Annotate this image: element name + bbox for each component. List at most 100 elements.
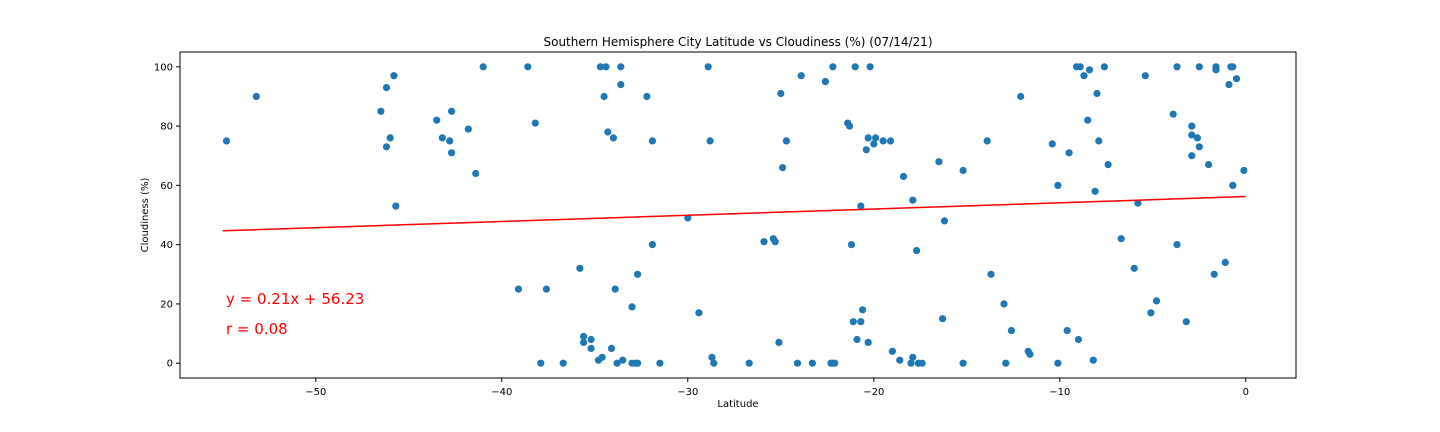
data-point — [609, 134, 618, 142]
data-point — [888, 347, 897, 355]
plot-frame — [179, 51, 1297, 379]
data-point — [524, 63, 532, 71]
data-point — [695, 309, 703, 317]
data-point — [706, 137, 714, 145]
data-point — [1134, 199, 1142, 207]
data-point — [760, 238, 768, 246]
data-point — [1076, 63, 1084, 71]
data-point — [472, 169, 480, 178]
data-point — [777, 89, 785, 98]
data-point — [899, 172, 908, 181]
data-point — [831, 359, 839, 367]
data-point — [775, 338, 783, 346]
data-point — [866, 63, 874, 71]
data-point — [879, 137, 887, 145]
x-axis-ticks: −50 −40 −30 −20 −10 0 — [305, 378, 1249, 398]
data-point — [377, 107, 385, 115]
data-point — [909, 353, 917, 361]
data-point — [745, 359, 753, 367]
data-point — [821, 78, 830, 86]
data-point — [771, 238, 779, 246]
data-point — [1173, 63, 1181, 71]
x-tick-label: −30 — [677, 387, 698, 398]
data-point — [864, 134, 872, 142]
y-axis-label: Cloudiness (%) — [140, 178, 151, 253]
data-point — [617, 81, 625, 89]
data-point — [1240, 166, 1248, 175]
x-tick-label: 0 — [1243, 387, 1249, 398]
data-point — [808, 359, 817, 367]
regression-equation: y = 0.21x + 56.23 — [226, 290, 364, 308]
y-tick-label: 80 — [160, 122, 173, 133]
chart-title: Southern Hemisphere City Latitude vs Clo… — [543, 35, 932, 49]
data-point — [1225, 81, 1233, 89]
data-point — [576, 264, 584, 272]
y-tick-label: 100 — [154, 62, 173, 73]
data-point — [1089, 356, 1097, 364]
data-point — [1085, 66, 1094, 74]
data-point — [1193, 134, 1201, 142]
data-points — [222, 63, 1248, 367]
data-point — [829, 63, 837, 71]
y-axis-ticks: 0 20 40 60 80 100 — [154, 62, 180, 370]
data-point — [849, 318, 857, 326]
data-point — [1091, 187, 1099, 195]
data-point — [987, 270, 995, 278]
data-point — [1104, 161, 1112, 169]
x-axis-label: Latitude — [717, 399, 758, 410]
data-point — [1074, 335, 1082, 344]
data-point — [1210, 270, 1218, 278]
data-point — [913, 247, 921, 255]
data-point — [1002, 359, 1010, 367]
data-point — [1000, 300, 1008, 308]
data-point — [1169, 110, 1177, 118]
data-point — [1100, 63, 1108, 71]
data-point — [656, 359, 664, 367]
data-point — [448, 149, 456, 157]
data-point — [604, 128, 612, 136]
data-point — [983, 137, 991, 145]
data-point — [1221, 258, 1229, 266]
data-point — [1017, 92, 1025, 101]
data-point — [847, 241, 856, 249]
data-point — [862, 146, 870, 154]
data-point — [648, 137, 657, 145]
data-point — [1095, 137, 1103, 145]
data-point — [611, 285, 619, 293]
data-point — [939, 315, 947, 323]
data-point — [853, 335, 861, 344]
x-tick-label: −10 — [1049, 387, 1070, 398]
data-point — [643, 92, 651, 101]
data-point — [851, 63, 859, 71]
data-point — [600, 92, 608, 101]
data-point — [918, 359, 926, 367]
data-point — [634, 359, 642, 367]
data-point — [448, 107, 456, 115]
data-point — [797, 72, 805, 80]
data-point — [1054, 359, 1062, 367]
data-point — [1117, 235, 1125, 243]
data-point — [580, 338, 588, 346]
data-point — [1054, 181, 1062, 189]
data-point — [531, 119, 539, 127]
data-point — [514, 285, 523, 293]
y-tick-label: 20 — [160, 299, 173, 310]
data-point — [587, 344, 595, 352]
data-point — [648, 241, 657, 249]
data-point — [1182, 318, 1190, 326]
regression-layer — [222, 195, 1246, 232]
data-point — [886, 137, 895, 145]
x-tick-label: −20 — [863, 387, 884, 398]
data-point — [909, 196, 917, 204]
data-point — [704, 63, 712, 71]
data-point — [1188, 131, 1196, 139]
data-point — [1212, 66, 1220, 74]
data-point — [479, 63, 487, 71]
data-point — [872, 134, 880, 142]
data-point — [1188, 122, 1196, 130]
data-point — [596, 63, 605, 71]
data-point — [446, 137, 454, 145]
data-point — [935, 158, 943, 166]
